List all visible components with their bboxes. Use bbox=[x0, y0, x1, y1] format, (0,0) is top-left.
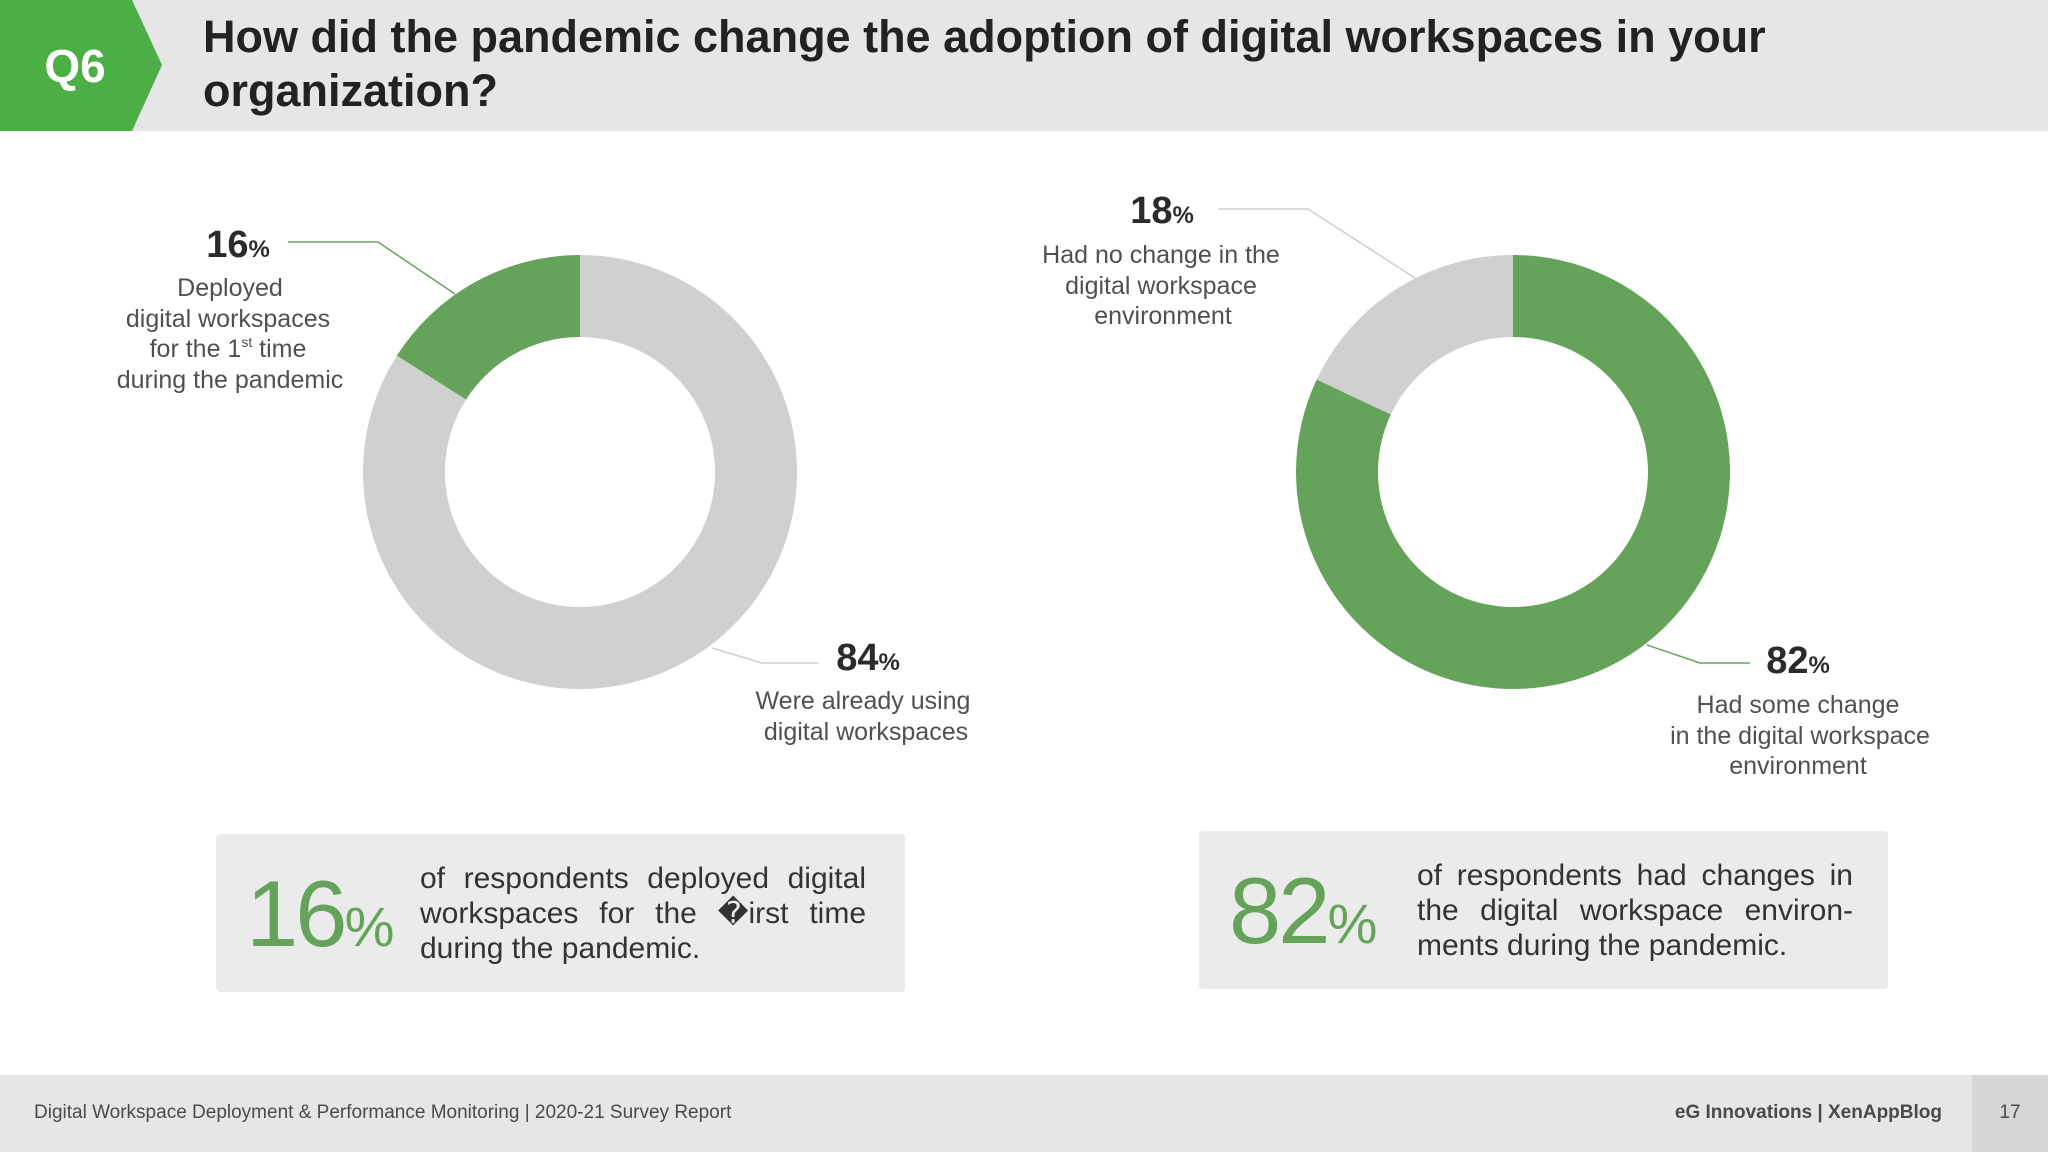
donut2-slice-some-change bbox=[1296, 255, 1730, 689]
c2-large-label-1: Had some change bbox=[1697, 691, 1900, 719]
summary-1-text: of respondents deployed digital workspac… bbox=[420, 862, 866, 965]
page-number: 17 bbox=[1999, 1102, 2021, 1123]
donut-charts: 16% Deployed digital workspaces for the … bbox=[117, 190, 1930, 780]
c1-small-label-3: for the 1st time bbox=[150, 334, 307, 363]
donut2-slice-no-change bbox=[1316, 254, 1513, 415]
question-title: How did the pandemic change the adoption… bbox=[203, 11, 1766, 116]
header-bar: Q6 How did the pandemic change the adopt… bbox=[0, 0, 2048, 131]
footer-bar: Digital Workspace Deployment & Performan… bbox=[0, 1075, 2048, 1152]
question-badge bbox=[0, 0, 162, 131]
c2-large-pct: 82% bbox=[1766, 640, 1830, 682]
leader-line-c2-small bbox=[1218, 208, 1416, 279]
c2-large-label-2: in the digital workspace bbox=[1670, 722, 1930, 750]
c1-large-label-2: digital workspaces bbox=[764, 718, 968, 746]
question-number: Q6 bbox=[44, 39, 106, 92]
leader-line-c2-large bbox=[1646, 644, 1750, 664]
donut1-slice-deployed bbox=[396, 255, 580, 400]
c1-large-pct: 84% bbox=[836, 637, 900, 679]
c1-small-label-1: Deployed bbox=[177, 274, 283, 302]
summary-1-pct: 16% bbox=[246, 861, 395, 966]
c2-small-label-1: Had no change in the bbox=[1042, 241, 1280, 269]
c2-large-label-3: environment bbox=[1729, 752, 1867, 780]
brand-credit: eG Innovations | XenAppBlog bbox=[1674, 1102, 1942, 1123]
c1-large-label-1: Were already using bbox=[756, 687, 971, 715]
c1-small-label-4: during the pandemic bbox=[117, 366, 344, 394]
leader-line-c1-large bbox=[711, 647, 818, 664]
summary-box-1: 16% of respondents deployed digital work… bbox=[216, 834, 905, 992]
c1-small-pct: 16% bbox=[206, 224, 270, 266]
c2-small-label-3: environment bbox=[1094, 302, 1232, 330]
summary-box-2: 82% of respondents had changes in the di… bbox=[1199, 831, 1888, 989]
c2-small-pct: 18% bbox=[1130, 190, 1194, 232]
c1-small-label-2: digital workspaces bbox=[126, 305, 330, 333]
summary-2-pct: 82% bbox=[1229, 858, 1378, 963]
donut-chart-1 bbox=[362, 255, 797, 689]
c2-small-label-2: digital workspace bbox=[1065, 272, 1257, 300]
leader-line-c1-small bbox=[288, 241, 456, 295]
summary-2-text: of respondents had changes in the digita… bbox=[1417, 859, 1853, 962]
report-title: Digital Workspace Deployment & Performan… bbox=[34, 1102, 732, 1123]
donut-chart-2 bbox=[1296, 254, 1730, 689]
page-number-box: 17 bbox=[1972, 1075, 2048, 1152]
donut1-slice-already-using bbox=[362, 255, 797, 689]
badge-shape bbox=[0, 0, 162, 131]
